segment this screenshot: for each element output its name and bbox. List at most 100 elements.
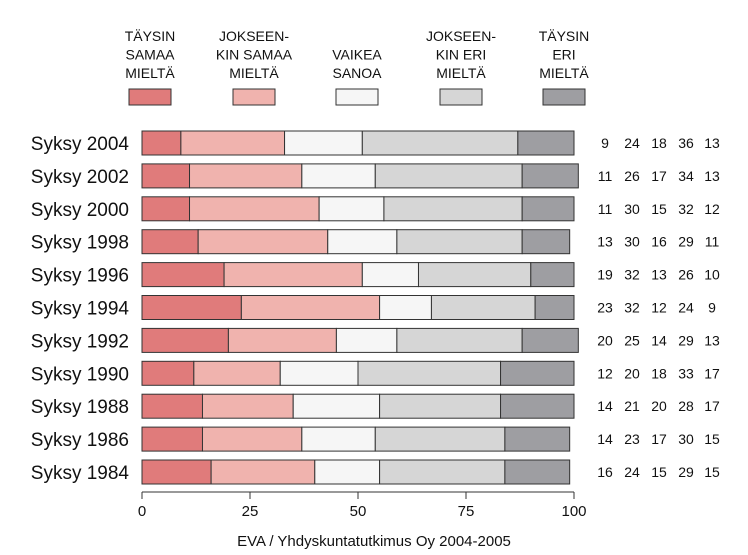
bar-segment [284, 130, 363, 156]
value-label: 23 [597, 300, 613, 316]
value-label: 15 [704, 431, 720, 447]
bar-segment [504, 426, 571, 452]
value-label: 11 [598, 168, 613, 184]
bar-segment [141, 130, 182, 156]
bar-segment [383, 196, 523, 222]
bar-row: Syksy 1996 19 32 13 26 10 [31, 262, 720, 288]
value-label: 13 [704, 168, 720, 184]
x-tick-label: 50 [350, 503, 367, 520]
value-label: 36 [678, 135, 694, 151]
bar-segment [193, 360, 281, 386]
bar-segment [361, 262, 419, 288]
bar-segment [141, 295, 242, 320]
value-label: 26 [678, 267, 694, 283]
bar-segment [141, 229, 199, 255]
legend-label: KIN SAMAA [216, 47, 293, 63]
value-label: 28 [678, 398, 694, 414]
value-label: 15 [651, 464, 667, 480]
legend-swatch [542, 88, 586, 106]
value-label: 17 [651, 431, 667, 447]
value-label: 11 [598, 201, 613, 217]
x-axis: 0 25 50 75 100 [138, 491, 587, 520]
bar-segment [189, 196, 320, 222]
bar-segment [210, 459, 316, 485]
value-label: 17 [651, 168, 667, 184]
row-label: Syksy 1988 [31, 397, 129, 418]
bar-row: Syksy 1990 12 20 18 33 17 [31, 360, 720, 386]
value-label: 13 [704, 332, 720, 348]
legend-swatch [439, 88, 483, 106]
x-tick-label: 100 [561, 503, 586, 520]
value-label: 29 [678, 464, 694, 480]
bar-segment [517, 130, 575, 156]
value-label: 14 [597, 431, 613, 447]
bar-segment [141, 163, 191, 189]
bar-segment [521, 229, 571, 255]
value-label: 12 [651, 300, 667, 316]
value-label: 12 [597, 365, 613, 381]
value-label: 10 [704, 267, 720, 283]
value-label: 29 [678, 332, 694, 348]
row-label: Syksy 1996 [31, 266, 129, 287]
value-label: 17 [704, 365, 720, 381]
bar-segment [379, 459, 506, 485]
legend-swatch [232, 88, 276, 106]
legend-swatch [128, 88, 172, 106]
value-label: 30 [624, 234, 640, 250]
value-label: 15 [704, 464, 720, 480]
value-label: 26 [624, 168, 640, 184]
bar-segment [227, 327, 337, 353]
row-label: Syksy 1984 [31, 463, 130, 484]
bar-row: Syksy 1998 13 30 16 29 11 [31, 229, 720, 255]
bar-segment [361, 130, 519, 156]
bar-segment [396, 229, 523, 255]
value-label: 11 [705, 234, 720, 250]
legend-label: MIELTÄ [125, 65, 175, 81]
bar-segment [521, 196, 575, 222]
legend: TÄYSIN SAMAA MIELTÄ JOKSEEN- KIN SAMAA MIELTÄ… [125, 28, 589, 106]
value-label: 24 [624, 464, 640, 480]
legend-label: JOKSEEN- [219, 28, 289, 44]
x-tick-label: 75 [458, 503, 475, 520]
value-label: 13 [597, 234, 613, 250]
row-label: Syksy 1998 [31, 233, 129, 254]
bar-segment [500, 393, 575, 419]
bar-segment [335, 327, 398, 353]
value-label: 32 [624, 267, 640, 283]
legend-label: ERI [552, 47, 575, 63]
value-label: 20 [651, 398, 667, 414]
value-label: 15 [651, 201, 667, 217]
value-label: 29 [678, 234, 694, 250]
value-label: 24 [678, 300, 694, 316]
bar-segment [223, 262, 363, 288]
row-label: Syksy 2004 [31, 134, 130, 155]
bar-segment [504, 459, 571, 485]
value-label: 30 [624, 201, 640, 217]
bar-segment [430, 295, 536, 320]
value-label: 17 [704, 398, 720, 414]
value-label: 14 [597, 398, 613, 414]
value-label: 25 [624, 332, 640, 348]
value-label: 20 [597, 332, 613, 348]
value-label: 18 [651, 135, 667, 151]
bar-segment [534, 295, 575, 320]
value-label: 32 [624, 300, 640, 316]
legend-swatch [335, 88, 379, 106]
bar-segment [301, 426, 376, 452]
value-label: 23 [624, 431, 640, 447]
value-label: 30 [678, 431, 694, 447]
bar-segment [521, 163, 579, 189]
bar-segment [327, 229, 398, 255]
legend-label: MIELTÄ [436, 65, 486, 81]
x-tick-label: 25 [242, 503, 259, 520]
bar-segment [141, 459, 212, 485]
bar-segment [417, 262, 532, 288]
bar-segment [379, 295, 432, 320]
source-caption: EVA / Yhdyskuntatutkimus Oy 2004-2005 [237, 533, 511, 550]
bar-segment [141, 393, 203, 419]
bar-segment [141, 360, 195, 386]
bar-row: Syksy 1988 14 21 20 28 17 [31, 393, 720, 419]
bar-segment [374, 426, 506, 452]
bar-segment [180, 130, 286, 156]
value-label: 16 [651, 234, 667, 250]
